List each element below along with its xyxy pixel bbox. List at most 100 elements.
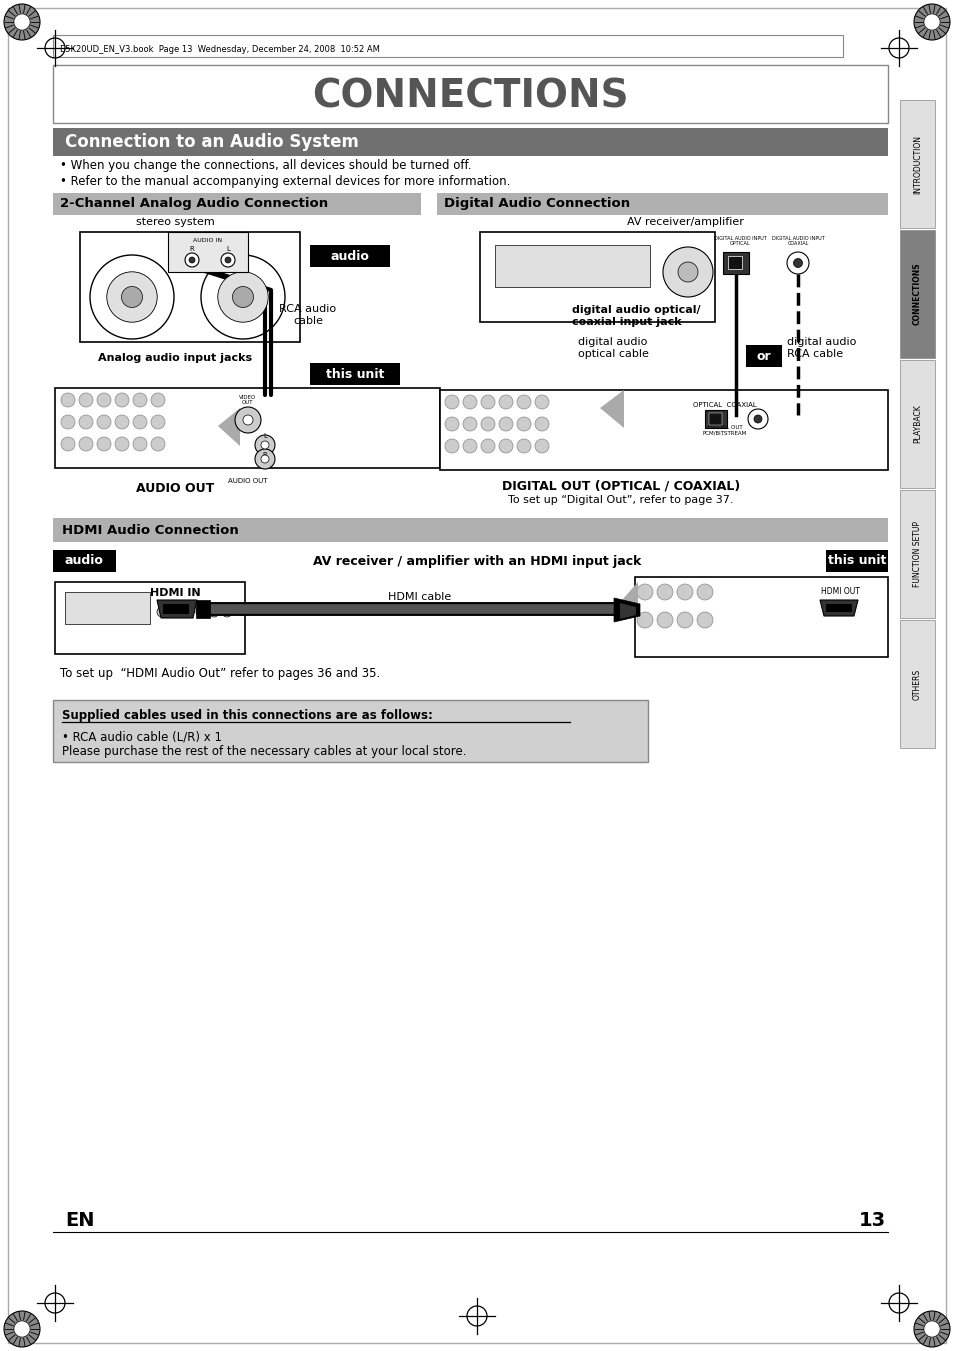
Circle shape bbox=[913, 4, 949, 41]
Polygon shape bbox=[599, 390, 623, 428]
Circle shape bbox=[444, 439, 458, 453]
Circle shape bbox=[185, 253, 199, 267]
Circle shape bbox=[697, 612, 712, 628]
Bar bbox=[310, 363, 399, 385]
Text: • Refer to the manual accompanying external devices for more information.: • Refer to the manual accompanying exter… bbox=[60, 174, 510, 188]
Bar bbox=[53, 700, 647, 762]
Text: Connection to an Audio System: Connection to an Audio System bbox=[65, 132, 358, 151]
Text: HDMI cable: HDMI cable bbox=[388, 592, 451, 603]
Text: • When you change the connections, all devices should be turned off.: • When you change the connections, all d… bbox=[60, 159, 471, 173]
Text: AV receiver / amplifier with an HDMI input jack: AV receiver / amplifier with an HDMI inp… bbox=[313, 554, 640, 567]
Bar bbox=[635, 577, 887, 657]
Circle shape bbox=[498, 439, 513, 453]
Text: R: R bbox=[262, 453, 267, 458]
Text: HDMI OUT: HDMI OUT bbox=[820, 588, 859, 597]
Circle shape bbox=[535, 394, 548, 409]
Circle shape bbox=[462, 417, 476, 431]
Bar bbox=[439, 390, 887, 470]
Circle shape bbox=[657, 612, 672, 628]
Bar bbox=[53, 65, 887, 123]
Circle shape bbox=[115, 393, 129, 407]
Text: R: R bbox=[190, 246, 194, 253]
Bar bbox=[899, 100, 934, 228]
Circle shape bbox=[444, 394, 458, 409]
Circle shape bbox=[254, 449, 274, 469]
Circle shape bbox=[4, 4, 40, 41]
Bar bbox=[168, 232, 248, 272]
Circle shape bbox=[79, 415, 92, 430]
Circle shape bbox=[535, 417, 548, 431]
Text: AUDIO OUT: AUDIO OUT bbox=[228, 478, 268, 484]
Circle shape bbox=[132, 436, 147, 451]
Text: this unit: this unit bbox=[827, 554, 885, 567]
Bar bbox=[899, 620, 934, 748]
Polygon shape bbox=[621, 582, 638, 617]
Text: INTRODUCTION: INTRODUCTION bbox=[912, 135, 921, 193]
Polygon shape bbox=[619, 603, 636, 619]
Circle shape bbox=[97, 415, 111, 430]
Bar bbox=[310, 245, 390, 267]
Circle shape bbox=[201, 255, 285, 339]
Circle shape bbox=[61, 436, 75, 451]
Circle shape bbox=[243, 415, 253, 426]
Text: CONNECTIONS: CONNECTIONS bbox=[912, 262, 921, 326]
Text: To set up  “HDMI Audio Out” refer to pages 36 and 35.: To set up “HDMI Audio Out” refer to page… bbox=[60, 666, 380, 680]
Circle shape bbox=[517, 439, 531, 453]
Circle shape bbox=[115, 436, 129, 451]
Text: this unit: this unit bbox=[326, 367, 384, 381]
Circle shape bbox=[157, 607, 167, 617]
Circle shape bbox=[170, 607, 180, 617]
Text: DIGITAL AUDIO INPUT
COAXIAL: DIGITAL AUDIO INPUT COAXIAL bbox=[771, 235, 823, 246]
Text: OTHERS: OTHERS bbox=[912, 669, 921, 700]
Bar bbox=[53, 128, 887, 155]
Text: DIGITAL AUDIO INPUT
OPTICAL: DIGITAL AUDIO INPUT OPTICAL bbox=[713, 235, 765, 246]
Circle shape bbox=[79, 436, 92, 451]
Circle shape bbox=[90, 255, 173, 339]
Polygon shape bbox=[820, 600, 857, 616]
Text: stereo system: stereo system bbox=[135, 218, 214, 227]
Circle shape bbox=[261, 455, 269, 463]
Circle shape bbox=[517, 394, 531, 409]
Bar bbox=[899, 230, 934, 358]
Circle shape bbox=[793, 258, 801, 267]
Circle shape bbox=[637, 612, 652, 628]
Circle shape bbox=[221, 253, 234, 267]
Polygon shape bbox=[157, 600, 196, 617]
Circle shape bbox=[480, 417, 495, 431]
Circle shape bbox=[234, 407, 261, 434]
Text: EN: EN bbox=[65, 1210, 94, 1229]
Circle shape bbox=[747, 409, 767, 430]
Text: digital audio
RCA cable: digital audio RCA cable bbox=[786, 338, 856, 359]
Text: Please purchase the rest of the necessary cables at your local store.: Please purchase the rest of the necessar… bbox=[62, 746, 466, 758]
Circle shape bbox=[61, 393, 75, 407]
Bar bbox=[704, 409, 726, 428]
Circle shape bbox=[480, 394, 495, 409]
Bar bbox=[899, 490, 934, 617]
Text: HDMI IN: HDMI IN bbox=[150, 588, 200, 598]
Circle shape bbox=[444, 417, 458, 431]
Bar bbox=[708, 413, 721, 426]
Text: digital audio
optical cable: digital audio optical cable bbox=[578, 338, 648, 359]
Bar bbox=[899, 359, 934, 488]
Circle shape bbox=[517, 417, 531, 431]
Bar bbox=[53, 550, 116, 571]
Text: To set up “Digital Out”, refer to page 37.: To set up “Digital Out”, refer to page 3… bbox=[508, 494, 733, 505]
Circle shape bbox=[151, 436, 165, 451]
Circle shape bbox=[4, 1310, 40, 1347]
Circle shape bbox=[79, 393, 92, 407]
Circle shape bbox=[189, 257, 194, 263]
Circle shape bbox=[121, 286, 142, 308]
Bar bbox=[745, 345, 781, 367]
Bar bbox=[65, 592, 150, 624]
Polygon shape bbox=[195, 600, 210, 617]
Text: VIDEO
OUT: VIDEO OUT bbox=[239, 394, 256, 405]
Bar bbox=[163, 604, 189, 613]
Text: FUNCTION SETUP: FUNCTION SETUP bbox=[912, 521, 921, 586]
Text: DIGITAL OUT (OPTICAL / COAXIAL): DIGITAL OUT (OPTICAL / COAXIAL) bbox=[501, 480, 740, 493]
Text: AUDIO IN: AUDIO IN bbox=[193, 238, 222, 242]
Text: audio: audio bbox=[65, 554, 103, 567]
Text: DIGITAL OUT
PCM/BITSTREAM: DIGITAL OUT PCM/BITSTREAM bbox=[702, 424, 746, 435]
Bar bbox=[825, 604, 851, 612]
Circle shape bbox=[254, 435, 274, 455]
Text: L: L bbox=[263, 434, 267, 439]
